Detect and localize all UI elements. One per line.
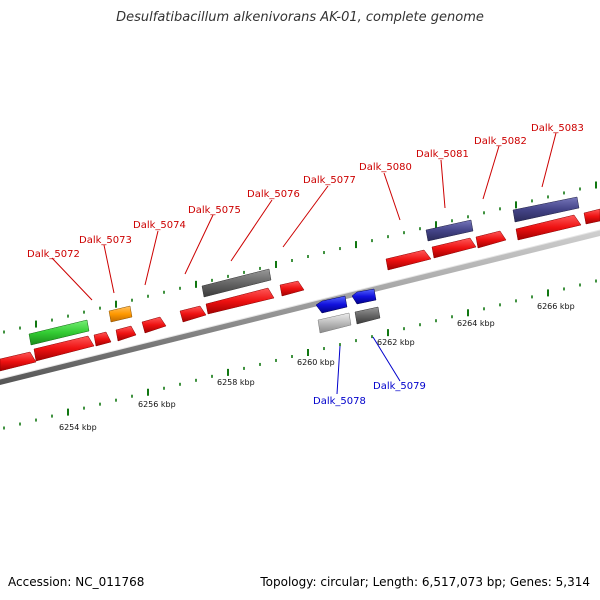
gene-label-dalk-5080[interactable]: Dalk_5080 xyxy=(359,162,412,173)
gene-arrow xyxy=(385,249,432,271)
gene-arrow xyxy=(115,325,137,342)
leader-line-dalk-5082 xyxy=(482,145,500,200)
gene-arrow xyxy=(179,305,207,323)
gene-label-dalk-5076[interactable]: Dalk_5076 xyxy=(247,189,300,200)
orange-feature xyxy=(108,305,133,323)
purple-feature xyxy=(425,219,474,242)
leader-line-dalk-5072 xyxy=(51,257,93,301)
gene-label-dalk-5074[interactable]: Dalk_5074 xyxy=(133,220,186,231)
gene-arrow xyxy=(475,230,507,249)
dark-gray-feature xyxy=(201,268,272,298)
reverse-tick-row xyxy=(3,279,597,430)
leader-line-dalk-5077 xyxy=(282,185,329,248)
gene-label-dalk-5083[interactable]: Dalk_5083 xyxy=(531,123,584,134)
reverse-feature-lane xyxy=(315,288,381,334)
gene-label-dalk-5082[interactable]: Dalk_5082 xyxy=(474,136,527,147)
gene-label-dalk-5072[interactable]: Dalk_5072 xyxy=(27,249,80,260)
leader-line-dalk-5078 xyxy=(336,345,341,395)
leader-line-dalk-5083 xyxy=(541,132,557,188)
scale-label: 6254 kbp xyxy=(59,423,97,432)
gene-arrow xyxy=(431,237,477,259)
gene-arrow xyxy=(93,331,112,347)
forward-cds-lower-lane xyxy=(0,208,600,372)
forward-tick-row xyxy=(3,181,597,334)
gene-arrow xyxy=(205,287,275,315)
gene-arrow xyxy=(33,335,95,362)
scale-label: 6258 kbp xyxy=(217,378,255,387)
scale-label: 6264 kbp xyxy=(457,319,495,328)
gene-arrow xyxy=(515,214,582,241)
green-feature xyxy=(28,319,90,346)
gene-arrow xyxy=(0,351,37,372)
gene-label-dalk-5079[interactable]: Dalk_5079 xyxy=(373,381,426,392)
label-leader-lines xyxy=(51,132,557,395)
gene-label-dalk-5078[interactable]: Dalk_5078 xyxy=(313,396,366,407)
accession-label: Accession: NC_011768 xyxy=(8,575,145,589)
gene-arrow xyxy=(141,316,167,334)
scale-label: 6266 kbp xyxy=(537,302,575,311)
genome-summary: Topology: circular; Length: 6,517,073 bp… xyxy=(260,575,590,589)
blue-reverse-arrow xyxy=(351,288,377,305)
gene-label-dalk-5077[interactable]: Dalk_5077 xyxy=(303,175,356,186)
scale-label: 6262 kbp xyxy=(377,338,415,347)
blue-reverse-arrow xyxy=(315,295,348,314)
leader-line-dalk-5073 xyxy=(103,244,115,294)
genome-backbone xyxy=(0,229,600,385)
scale-labels: 6254 kbp 6256 kbp 6258 kbp 6260 kbp 6262… xyxy=(59,302,575,432)
leader-line-dalk-5076 xyxy=(230,199,273,262)
scale-label: 6260 kbp xyxy=(297,358,335,367)
light-gray-feature xyxy=(317,312,352,334)
gene-labels: Dalk_5072 Dalk_5073 Dalk_5074 Dalk_5075 … xyxy=(27,123,584,407)
map-title: Desulfatibacillum alkenivorans AK-01, co… xyxy=(116,10,484,25)
leader-line-dalk-5075 xyxy=(184,214,214,275)
gene-label-dalk-5073[interactable]: Dalk_5073 xyxy=(79,235,132,246)
forward-feature-upper-lane xyxy=(28,196,580,346)
leader-line-dalk-5081 xyxy=(440,159,446,209)
gene-arrow xyxy=(583,208,600,225)
purple-feature xyxy=(512,196,580,223)
gene-label-dalk-5081[interactable]: Dalk_5081 xyxy=(416,149,469,160)
leader-line-dalk-5079 xyxy=(372,336,401,382)
gene-label-dalk-5075[interactable]: Dalk_5075 xyxy=(188,205,241,216)
gene-arrow xyxy=(279,280,305,297)
scale-label: 6256 kbp xyxy=(138,400,176,409)
dark-gray-reverse-feature xyxy=(354,306,381,325)
leader-line-dalk-5074 xyxy=(144,230,159,286)
leader-line-dalk-5080 xyxy=(383,172,401,221)
